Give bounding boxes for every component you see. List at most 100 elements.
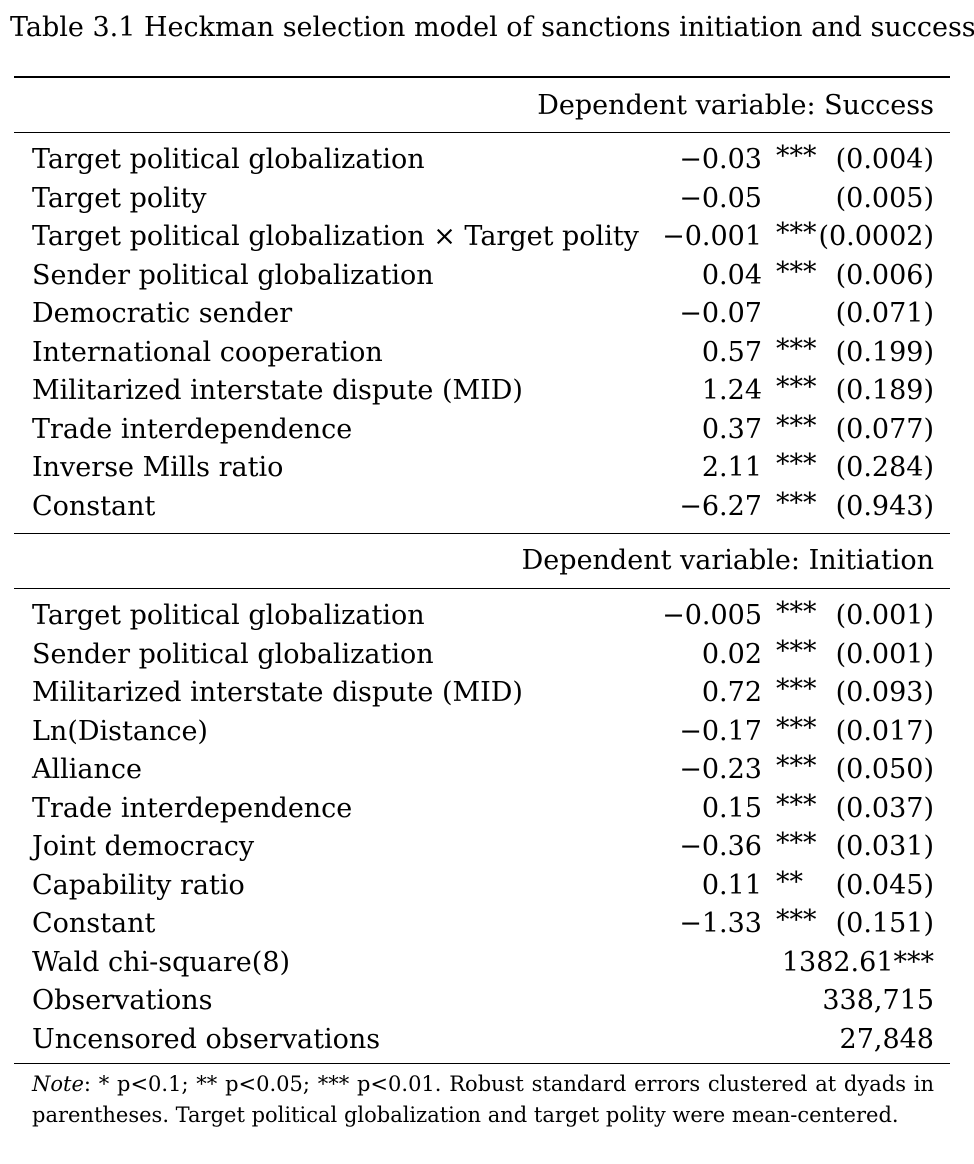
- stat-label: Wald chi-square(8): [32, 946, 291, 978]
- standard-error: (0.093): [835, 677, 934, 708]
- coefficient: 0.04: [701, 259, 762, 291]
- standard-error: (0.031): [835, 831, 934, 862]
- coefficient: −6.27: [679, 490, 762, 522]
- table-row: Target polity −0.05 (0.005): [0, 181, 974, 220]
- table-row: Militarized interstate dispute (MID) 0.72…: [0, 675, 974, 714]
- significance-stars: ***: [776, 751, 817, 782]
- variable-label: Target political globalization: [32, 144, 425, 175]
- coefficient: 0.57: [701, 336, 762, 368]
- coefficient: 1.24: [701, 375, 762, 406]
- significance-stars: ***: [776, 712, 817, 744]
- coefficient: −1.33: [679, 908, 762, 939]
- mid-rule: [14, 533, 950, 534]
- variable-label: Target political globalization: [32, 600, 425, 631]
- table-row: Trade interdependence 0.37 *** (0.077): [0, 410, 974, 451]
- coefficient: −0.001: [662, 221, 762, 252]
- coefficient: −0.05: [679, 182, 762, 214]
- standard-error: (0.151): [835, 908, 934, 939]
- table-row: Democratic sender −0.07 (0.071): [0, 296, 974, 335]
- note-label: Note: [32, 1072, 84, 1096]
- standard-error: (0.005): [835, 182, 934, 214]
- standard-error: (0.004): [835, 144, 934, 175]
- significance-stars: ***: [776, 635, 817, 667]
- table-row: International cooperation 0.57 *** (0.199): [0, 333, 974, 374]
- coefficient: 0.02: [701, 638, 762, 670]
- coefficient: 0.37: [701, 413, 762, 445]
- table-row: Constant −6.27 *** (0.943): [0, 487, 974, 528]
- standard-error: (0.077): [835, 413, 934, 445]
- significance-stars: **: [776, 866, 803, 898]
- stat-label: Uncensored observations: [32, 1023, 381, 1055]
- significance-stars: ***: [776, 410, 817, 442]
- standard-error: (0.001): [835, 638, 934, 670]
- significance-stars: ***: [776, 372, 817, 403]
- significance-stars: ***: [776, 789, 817, 821]
- standard-error: (0.189): [835, 375, 934, 406]
- top-rule: [14, 76, 950, 78]
- initiation-section-header: Dependent variable: Initiation: [521, 545, 934, 576]
- table-row: Ln(Distance) −0.17 *** (0.017): [0, 712, 974, 753]
- standard-error: (0.071): [835, 298, 934, 329]
- significance-stars: ***: [776, 333, 817, 365]
- variable-label: Target political globalization × Target …: [32, 221, 639, 252]
- variable-label: Alliance: [32, 754, 142, 785]
- coefficient: 0.11: [701, 869, 762, 901]
- table-row: Sender political globalization 0.02 *** (0.…: [0, 635, 974, 676]
- stat-value: 1382.61***: [781, 946, 934, 978]
- variable-label: International cooperation: [32, 336, 383, 368]
- variable-label: Constant: [32, 908, 156, 939]
- significance-stars: ***: [776, 674, 817, 705]
- variable-label: Constant: [32, 490, 156, 522]
- coefficient: −0.005: [662, 600, 762, 631]
- success-section-header: Dependent variable: Success: [537, 90, 934, 121]
- significance-stars: ***: [776, 828, 817, 859]
- coefficient: −0.07: [679, 298, 762, 329]
- coefficient: 0.72: [701, 677, 762, 708]
- table-row: Target political globalization −0.005 *** (…: [0, 598, 974, 637]
- variable-label: Sender political globalization: [32, 638, 434, 670]
- significance-stars: ***: [776, 905, 817, 936]
- variable-label: Sender political globalization: [32, 259, 434, 291]
- significance-stars: ***: [776, 218, 817, 249]
- stat-row: Uncensored observations 27,848: [0, 1022, 974, 1061]
- variable-label: Democratic sender: [32, 298, 293, 329]
- stat-value: 338,715: [822, 985, 934, 1016]
- stat-row: Observations 338,715: [0, 983, 974, 1022]
- table-row: Joint democracy −0.36 *** (0.031): [0, 829, 974, 868]
- variable-label: Ln(Distance): [32, 715, 208, 747]
- coefficient: −0.36: [679, 831, 762, 862]
- variable-label: Capability ratio: [32, 869, 245, 901]
- coefficient: −0.23: [679, 754, 762, 785]
- standard-error: (0.0002): [818, 221, 934, 252]
- variable-label: Trade interdependence: [32, 413, 353, 445]
- variable-label: Target polity: [32, 182, 207, 214]
- initiation-header-rule: [14, 588, 950, 589]
- note-text: : * p<0.1; ** p<0.05; *** p<0.01. Robust…: [32, 1072, 934, 1127]
- standard-error: (0.001): [835, 600, 934, 631]
- table-row: Alliance −0.23 *** (0.050): [0, 752, 974, 791]
- table-row: Target political globalization −0.03 *** (0…: [0, 142, 974, 181]
- significance-stars: ***: [776, 256, 817, 288]
- standard-error: (0.050): [835, 754, 934, 785]
- standard-error: (0.045): [835, 869, 934, 901]
- standard-error: (0.017): [835, 715, 934, 747]
- stat-row: Wald chi-square(8) 1382.61***: [0, 945, 974, 984]
- variable-label: Inverse Mills ratio: [32, 452, 284, 483]
- table-caption: Table 3.1 Heckman selection model of san…: [10, 12, 974, 43]
- standard-error: (0.199): [835, 336, 934, 368]
- table-row: Constant −1.33 *** (0.151): [0, 906, 974, 945]
- standard-error: (0.037): [835, 792, 934, 824]
- stat-value: 27,848: [839, 1023, 934, 1055]
- table-row: Capability ratio 0.11 ** (0.045): [0, 866, 974, 907]
- coefficient: 0.15: [701, 792, 762, 824]
- variable-label: Joint democracy: [32, 831, 255, 862]
- significance-stars: ***: [776, 597, 817, 628]
- table-row: Trade interdependence 0.15 *** (0.037): [0, 789, 974, 830]
- significance-stars: ***: [776, 487, 817, 519]
- table-row: Inverse Mills ratio 2.11 *** (0.284): [0, 450, 974, 489]
- variable-label: Militarized interstate dispute (MID): [32, 375, 523, 406]
- table-row: Sender political globalization 0.04 *** (0.…: [0, 256, 974, 297]
- table-row: Militarized interstate dispute (MID) 1.24…: [0, 373, 974, 412]
- stat-label: Observations: [32, 985, 213, 1016]
- success-header-rule: [14, 132, 950, 133]
